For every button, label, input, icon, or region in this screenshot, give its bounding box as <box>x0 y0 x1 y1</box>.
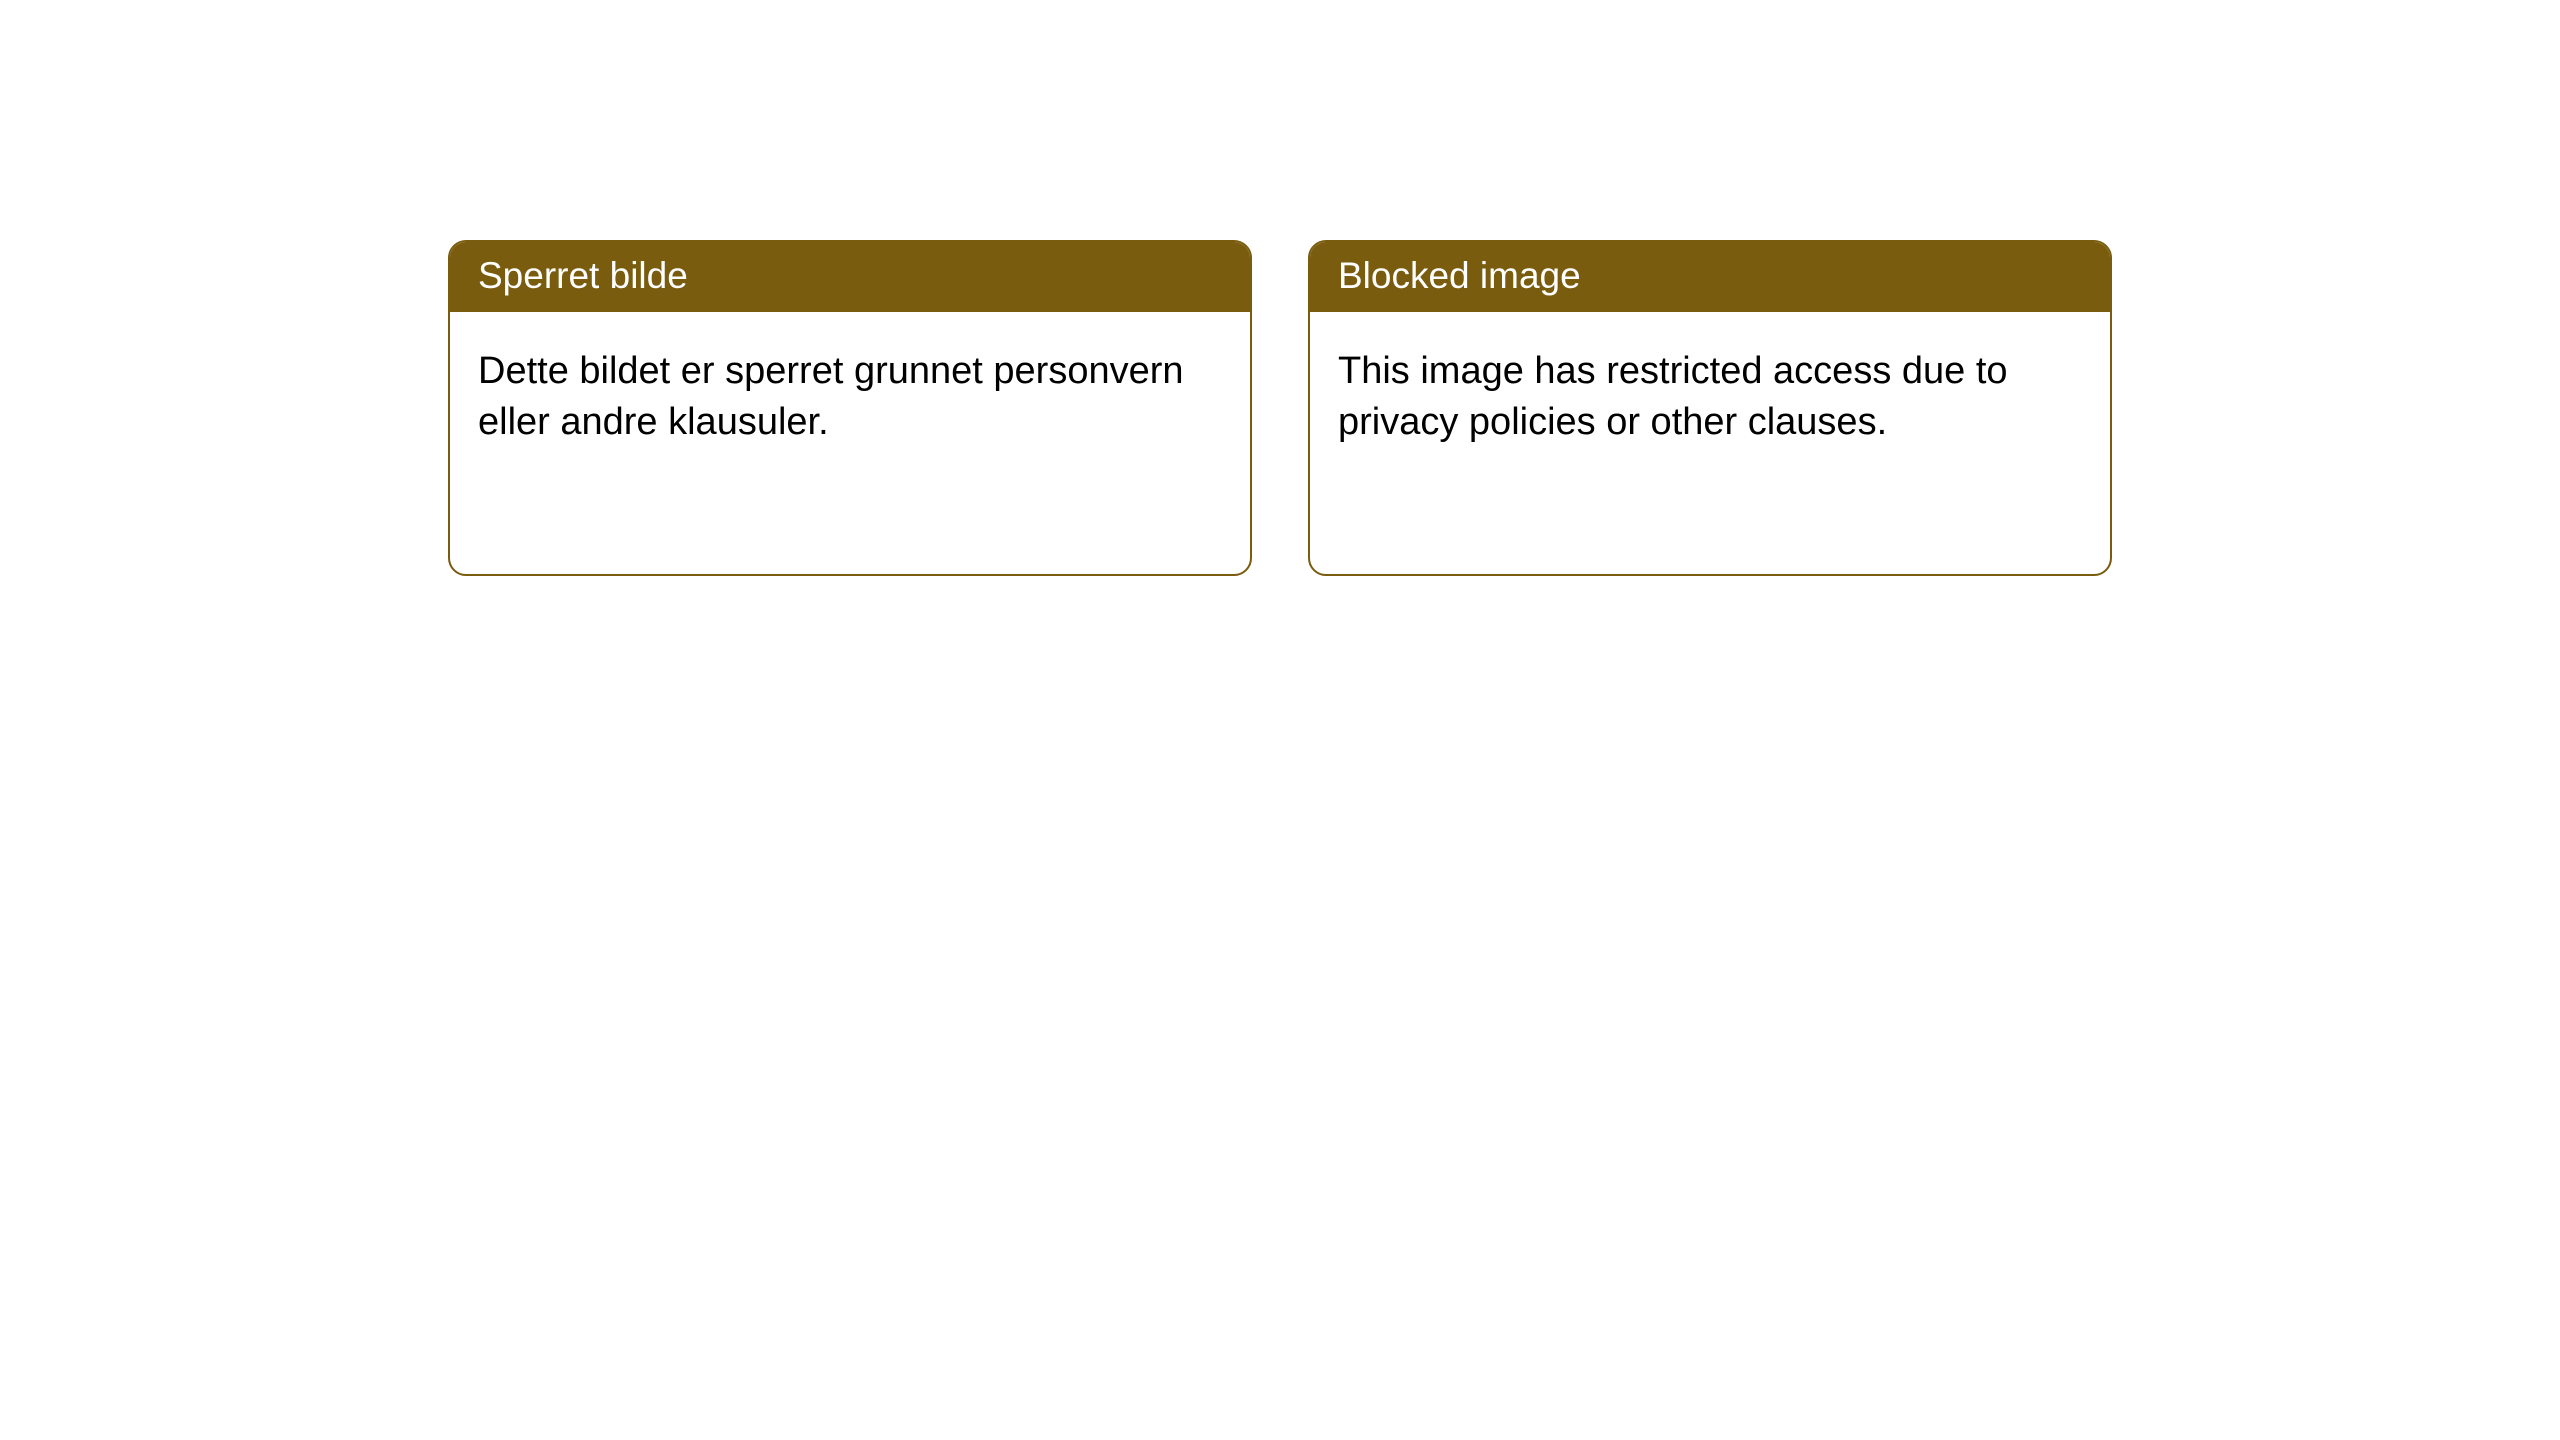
notice-title: Sperret bilde <box>450 242 1250 312</box>
notice-title: Blocked image <box>1310 242 2110 312</box>
notice-card-english: Blocked image This image has restricted … <box>1308 240 2112 576</box>
notice-card-norwegian: Sperret bilde Dette bildet er sperret gr… <box>448 240 1252 576</box>
notice-body: Dette bildet er sperret grunnet personve… <box>450 312 1250 483</box>
notice-body: This image has restricted access due to … <box>1310 312 2110 483</box>
notice-container: Sperret bilde Dette bildet er sperret gr… <box>0 0 2560 576</box>
